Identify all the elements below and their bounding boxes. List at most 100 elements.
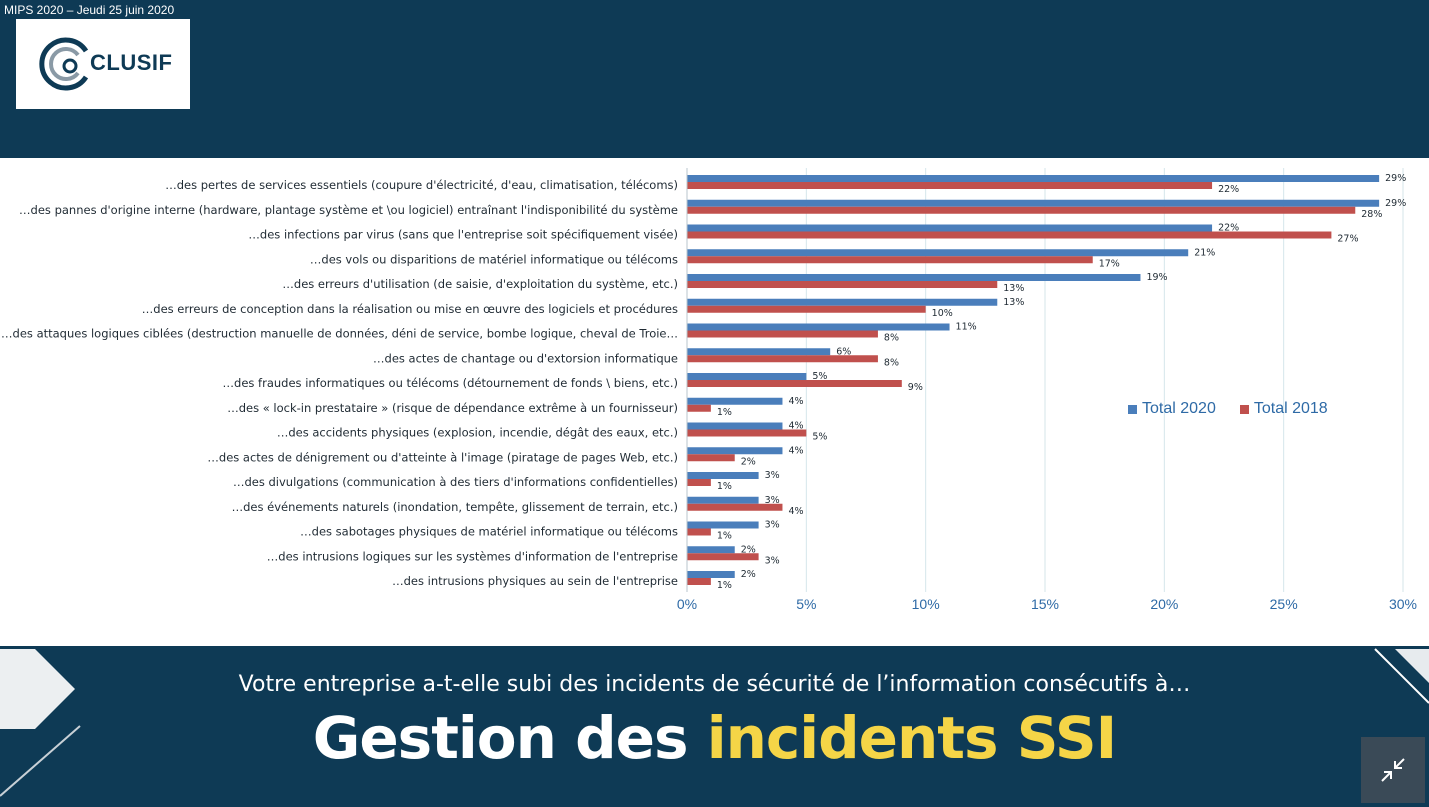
bar-2018 — [687, 479, 711, 486]
value-label-2018: 22% — [1218, 184, 1239, 195]
bar-2018 — [687, 256, 1093, 264]
bar-2018 — [687, 503, 783, 511]
category-label: …des attaques logiques ciblées (destruct… — [1, 327, 678, 341]
bar-2018 — [687, 380, 902, 387]
bar-2020 — [687, 546, 735, 554]
value-label-2020: 3% — [765, 520, 780, 531]
category-label: …des divulgations (communication à des t… — [233, 475, 678, 489]
legend-swatch-2020 — [1128, 404, 1137, 414]
bar-chart: 0% 5% 10% 15% 20% 25% 30% …des pertes de servic… — [1, 168, 1417, 612]
value-label-2020: 19% — [1146, 272, 1167, 283]
category-label: …des erreurs d'utilisation (de saisie, d… — [282, 277, 678, 291]
subtitle: Votre entreprise a-t-elle subi des incid… — [238, 672, 1191, 697]
value-label-2018: 3% — [765, 555, 780, 566]
bar-2020 — [687, 422, 783, 430]
legend-item-2020: Total 2020 — [1128, 400, 1216, 418]
x-tick-label: 20% — [1150, 596, 1178, 612]
legend-label-2018: Total 2018 — [1253, 400, 1328, 417]
bar-2020 — [687, 397, 783, 405]
bar-2018 — [687, 578, 711, 585]
category-label: …des « lock-in prestataire » (risque de … — [227, 401, 678, 415]
bar-2020 — [687, 199, 1380, 207]
bar-2020 — [687, 447, 783, 455]
value-label-2018: 4% — [788, 506, 803, 517]
value-label-2018: 1% — [717, 531, 732, 542]
bar-2018 — [687, 355, 878, 363]
bar-2018 — [687, 281, 998, 288]
value-label-2020: 5% — [812, 371, 827, 382]
logo-rings-icon — [39, 37, 89, 91]
value-label-2018: 8% — [884, 357, 899, 368]
category-label: …des sabotages physiques de matériel inf… — [300, 525, 678, 539]
bar-2020 — [687, 496, 759, 504]
value-label-2018: 2% — [741, 456, 756, 467]
category-label: …des événements naturels (inondation, te… — [232, 500, 678, 514]
category-label: …des pertes de services essentiels (coup… — [165, 178, 678, 192]
bar-2018 — [687, 231, 1332, 239]
value-label-2020: 4% — [788, 396, 803, 407]
value-label-2020: 3% — [765, 470, 780, 481]
x-tick-label: 5% — [796, 596, 816, 612]
bar-2018 — [687, 553, 759, 561]
x-tick-label: 25% — [1270, 596, 1298, 612]
bar-2020 — [687, 521, 759, 529]
bar-2020 — [687, 472, 759, 479]
value-label-2018: 17% — [1099, 258, 1120, 269]
value-label-2018: 13% — [1003, 283, 1024, 294]
value-label-2020: 2% — [741, 544, 756, 555]
legend-label-2020: Total 2020 — [1142, 400, 1216, 417]
event-label: MIPS 2020 – Jeudi 25 juin 2020 — [4, 3, 175, 17]
value-label-2020: 11% — [956, 322, 977, 333]
value-label-2020: 6% — [836, 346, 851, 357]
x-tick-label: 0% — [677, 596, 697, 612]
bar-2020 — [687, 348, 831, 356]
bar-2020 — [687, 224, 1213, 232]
value-label-2018: 5% — [812, 432, 827, 443]
chart-panel: 0% 5% 10% 15% 20% 25% 30% …des pertes de servic… — [0, 158, 1429, 646]
bar-2018 — [687, 305, 926, 313]
title-part-yellow: incidents SSI — [706, 704, 1118, 772]
value-label-2020: 29% — [1385, 198, 1406, 209]
category-label: …des pannes d'origine interne (hardware,… — [19, 203, 678, 217]
bar-2018 — [687, 330, 878, 338]
value-label-2018: 1% — [717, 580, 732, 591]
category-label: …des actes de dénigrement ou d'atteinte … — [207, 450, 678, 464]
category-label: …des vols ou disparitions de matériel in… — [310, 252, 678, 266]
value-label-2018: 28% — [1361, 209, 1382, 220]
footer-banner: Votre entreprise a-t-elle subi des incid… — [0, 646, 1429, 807]
x-tick-label: 15% — [1031, 596, 1059, 612]
collapse-button[interactable] — [1361, 737, 1425, 803]
category-label: …des intrusions physiques au sein de l'e… — [392, 574, 678, 588]
value-label-2020: 29% — [1385, 173, 1406, 184]
value-label-2018: 10% — [932, 308, 953, 319]
collapse-arrows-icon — [1381, 758, 1405, 782]
value-label-2018: 9% — [908, 382, 923, 393]
bar-2020 — [687, 298, 998, 306]
x-tick-label: 30% — [1389, 596, 1417, 612]
page-title: Gestion des incidents SSI — [0, 704, 1429, 772]
footer-decoration — [0, 648, 1429, 797]
value-label-2018: 1% — [717, 481, 732, 492]
value-label-2018: 27% — [1337, 234, 1358, 245]
bar-2020 — [687, 323, 950, 331]
bar-2020 — [687, 373, 807, 380]
x-tick-label: 10% — [912, 596, 940, 612]
bar-2018 — [687, 404, 711, 412]
value-label-2020: 4% — [788, 421, 803, 432]
legend-item-2018: Total 2018 — [1239, 400, 1328, 418]
value-label-2018: 8% — [884, 333, 899, 344]
value-label-2020: 3% — [765, 495, 780, 506]
value-label-2020: 13% — [1003, 297, 1024, 308]
header: MIPS 2020 – Jeudi 25 juin 2020 CLUSIF — [0, 0, 1429, 158]
value-label-2020: 4% — [788, 445, 803, 456]
bar-2018 — [687, 454, 735, 462]
bar-2018 — [687, 528, 711, 536]
value-label-2018: 1% — [717, 407, 732, 418]
value-label-2020: 22% — [1218, 223, 1239, 234]
bar-2018 — [687, 182, 1213, 189]
category-label: …des actes de chantage ou d'extorsion in… — [373, 351, 678, 365]
bar-2020 — [687, 274, 1141, 281]
bar-2020 — [687, 249, 1189, 257]
bar-2020 — [687, 571, 735, 578]
category-label: …des intrusions logiques sur les système… — [267, 549, 678, 563]
